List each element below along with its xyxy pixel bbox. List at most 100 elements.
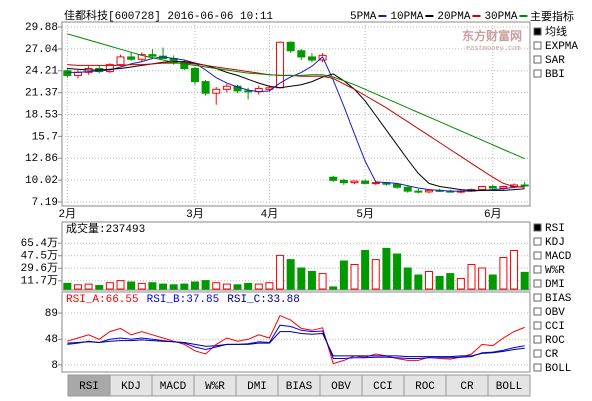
candle-body (148, 54, 157, 57)
ma-line (67, 56, 525, 192)
legend-label: 30PMA (484, 11, 517, 23)
y-tick-label: 47.5万 (21, 250, 58, 263)
sub-indicator-item[interactable]: CR (545, 349, 559, 361)
checkbox[interactable] (533, 41, 542, 50)
sub-indicator-item[interactable]: BOLL (545, 363, 571, 375)
main-indicator-item[interactable]: BBI (545, 69, 565, 81)
ma-line (67, 314, 525, 365)
x-tick-label: 2月 (59, 208, 77, 221)
volume-bar (520, 271, 529, 290)
tab-label[interactable]: MACD (160, 381, 187, 393)
candle-body (212, 88, 221, 94)
volume-bar (148, 282, 157, 290)
candle-body (339, 179, 348, 184)
tab-label[interactable]: DMI (247, 381, 267, 393)
candle-body (307, 56, 316, 61)
candle-body (424, 189, 433, 193)
candle-body (478, 185, 487, 191)
checkbox[interactable] (533, 321, 542, 330)
sub-indicator-item[interactable]: KDJ (545, 237, 565, 249)
checkbox[interactable] (533, 279, 542, 288)
tab-label[interactable]: BIAS (286, 381, 313, 393)
sub-indicator-item[interactable]: DMI (545, 279, 565, 291)
tab[interactable] (487, 374, 531, 397)
ma-line (67, 324, 525, 359)
logo-sub: eastmoney.com (466, 45, 521, 53)
volume-bar (435, 275, 444, 290)
candle-body (361, 180, 370, 184)
volume-bar (84, 283, 93, 290)
checkbox[interactable] (533, 223, 542, 232)
sub-indicator-item[interactable]: MACD (545, 251, 572, 263)
volume-bar (350, 264, 359, 290)
checkbox[interactable] (533, 27, 542, 36)
checkbox[interactable] (533, 307, 542, 316)
candle-body (297, 50, 306, 58)
candle-body (414, 190, 423, 193)
candle-body (329, 176, 338, 181)
y-tick-label: 15.7 (32, 131, 58, 143)
checkbox[interactable] (533, 265, 542, 274)
tab-label[interactable]: BOLL (496, 381, 522, 393)
main-indicator-title: 主要指标 (530, 9, 574, 24)
volume-bar (265, 282, 274, 290)
sub-indicator-item[interactable]: ROC (545, 335, 565, 347)
candle-body (403, 186, 412, 192)
sub-indicator-item[interactable]: CCI (545, 321, 565, 333)
volume-bar (159, 283, 168, 290)
checkbox[interactable] (533, 335, 542, 344)
y-tick-label: 7.19 (32, 197, 58, 209)
candle-body (63, 70, 72, 76)
rsi-legend: RSI_C:33.88 (227, 294, 300, 306)
legend-label: 20PMA (437, 11, 470, 23)
y-tick-label: 12.86 (25, 153, 58, 165)
main-indicator-item[interactable]: 均线 (545, 24, 567, 39)
volume-bar (244, 282, 253, 290)
volume-bar (254, 283, 263, 290)
volume-bar (446, 273, 455, 290)
checkbox[interactable] (533, 349, 542, 358)
checkbox[interactable] (533, 55, 542, 64)
checkbox[interactable] (533, 363, 542, 372)
x-tick-label: 4月 (261, 208, 279, 221)
candle-body (393, 183, 402, 188)
candle-body (350, 180, 359, 184)
volume-bar (116, 280, 125, 290)
legend-label: 10PMA (390, 11, 423, 23)
rsi-legend: RSI_B:37.85 (147, 294, 220, 306)
volume-bar (201, 280, 210, 290)
tab-label[interactable]: OBV (331, 381, 351, 393)
tab-label[interactable]: CR (460, 381, 474, 393)
candle-body (127, 56, 136, 60)
volume-bar (318, 273, 327, 290)
y-tick-label: 29.6万 (21, 262, 58, 275)
tab-label[interactable]: ROC (415, 381, 435, 393)
checkbox[interactable] (533, 237, 542, 246)
ma-line (67, 61, 525, 191)
sub-indicator-item[interactable]: RSI (545, 223, 565, 235)
y-tick-label: 48 (45, 334, 58, 346)
checkbox[interactable] (533, 251, 542, 260)
candle-body (488, 185, 497, 189)
tab-label[interactable]: CCI (373, 381, 393, 393)
x-tick-label: 6月 (484, 208, 502, 221)
main-indicator-item[interactable]: EXPMA (545, 41, 578, 53)
tab-label[interactable]: RSI (79, 381, 99, 393)
sub-indicator-item[interactable]: BIAS (545, 293, 572, 305)
tab-label[interactable]: W%R (205, 381, 225, 393)
sub-indicator-item[interactable]: OBV (545, 307, 565, 319)
rsi-frame (61, 291, 531, 373)
candle-body (499, 185, 508, 189)
volume-bar (63, 282, 72, 290)
volume-bar (456, 278, 465, 290)
checkbox[interactable] (533, 69, 542, 78)
checkbox[interactable] (533, 293, 542, 302)
y-tick-label: 11.7万 (21, 275, 58, 288)
tab-label[interactable]: KDJ (121, 381, 141, 393)
main-indicator-item[interactable]: SAR (545, 55, 565, 67)
y-tick-label: 8 (51, 360, 58, 372)
sub-indicator-item[interactable]: W%R (545, 265, 565, 277)
y-tick-label: 29.88 (25, 22, 58, 34)
candle-body (520, 184, 529, 187)
candle-body (244, 90, 253, 93)
